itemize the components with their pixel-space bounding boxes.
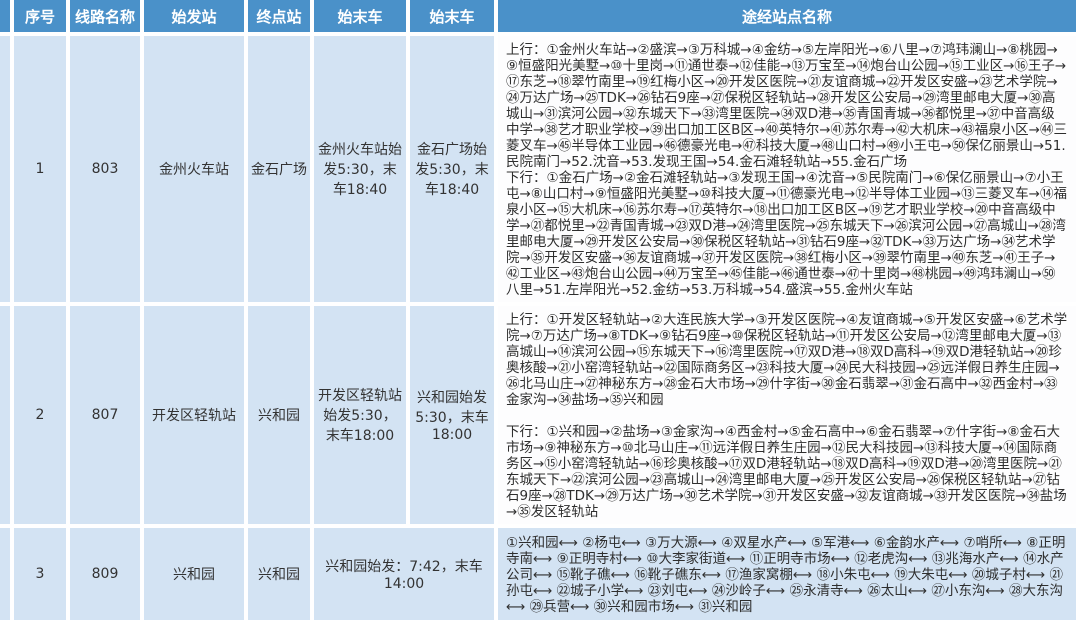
line-number: 803: [70, 36, 144, 306]
route-up-direction: 上行：①金州火车站→②盛滨→③万科城→④金纺→⑤左岸阳光→⑥八里→⑦鸿玮澜山→⑧…: [506, 42, 1067, 170]
stations-list: 上行：①金州火车站→②盛滨→③万科城→④金纺→⑤左岸阳光→⑥八里→⑦鸿玮澜山→⑧…: [498, 36, 1080, 306]
serial-number: 1: [14, 36, 70, 306]
table-row-807: 2 807 开发区轻轨站 兴和园 开发区轻轨站始发5:30，末车18:00 兴和…: [0, 306, 1080, 528]
header-first-last-bus-2: 始末车: [410, 0, 498, 36]
header-serial-number: 序号: [14, 0, 70, 36]
serial-number: 3: [14, 528, 70, 624]
start-station: 金州火车站: [144, 36, 248, 306]
header-first-last-bus-1: 始末车: [314, 0, 410, 36]
header-line-name: 线路名称: [70, 0, 144, 36]
route-down-direction: 下行：①金石广场→②金石滩轻轨站→③发现王国→④沈音→⑤民院南门→⑥保亿丽景山→…: [506, 170, 1067, 298]
header-end-station: 终点站: [248, 0, 314, 36]
end-station: 兴和园: [248, 528, 314, 624]
header-blank-cell: [0, 0, 14, 36]
first-last-bus-merged: 兴和园始发：7:42，末车14:00: [314, 528, 498, 624]
line-number: 807: [70, 306, 144, 528]
start-station: 开发区轻轨站: [144, 306, 248, 528]
serial-number: 2: [14, 306, 70, 528]
first-last-bus-start: 金州火车站始发5:30，末车18:40: [314, 36, 410, 306]
route-down-direction: 下行：①兴和园→②盐场→③金家沟→④西金村→⑤金石高中→⑥金石翡翠→⑦什字街→⑧…: [506, 424, 1067, 520]
route-bidirectional: ①兴和园⟷ ②杨屯⟷ ③万大源⟷ ④双星水产⟷ ⑤军港⟷ ⑥金韵水产⟷ ⑦哨所⟷…: [506, 535, 1066, 615]
first-last-bus-end: 金石广场始发5:30，末车18:40: [410, 36, 498, 306]
header-row: 序号 线路名称 始发站 终点站 始末车 始末车 途经站点名称: [0, 0, 1080, 36]
table-row-803: 1 803 金州火车站 金石广场 金州火车站始发5:30，末车18:40 金石广…: [0, 36, 1080, 306]
first-last-bus-end: 兴和园始发5:30，末车18:00: [410, 306, 498, 528]
header-stations-along-route: 途经站点名称: [498, 0, 1080, 36]
blank-cell: [0, 36, 14, 306]
table-header: 序号 线路名称 始发站 终点站 始末车 始末车 途经站点名称: [0, 0, 1080, 36]
route-up-direction: 上行：①开发区轻轨站→②大连民族大学→③开发区医院→④友谊商城→⑤开发区安盛→⑥…: [506, 312, 1068, 408]
end-station: 金石广场: [248, 36, 314, 306]
line-number: 809: [70, 528, 144, 624]
stations-list: ①兴和园⟷ ②杨屯⟷ ③万大源⟷ ④双星水产⟷ ⑤军港⟷ ⑥金韵水产⟷ ⑦哨所⟷…: [498, 528, 1080, 624]
header-start-station: 始发站: [144, 0, 248, 36]
blank-cell: [0, 306, 14, 528]
table-row-809: 3 809 兴和园 兴和园 兴和园始发：7:42，末车14:00 ①兴和园⟷ ②…: [0, 528, 1080, 624]
first-last-bus-start: 开发区轻轨站始发5:30，末车18:00: [314, 306, 410, 528]
start-station: 兴和园: [144, 528, 248, 624]
blank-cell: [0, 528, 14, 624]
end-station: 兴和园: [248, 306, 314, 528]
stations-list: 上行：①开发区轻轨站→②大连民族大学→③开发区医院→④友谊商城→⑤开发区安盛→⑥…: [498, 306, 1080, 528]
